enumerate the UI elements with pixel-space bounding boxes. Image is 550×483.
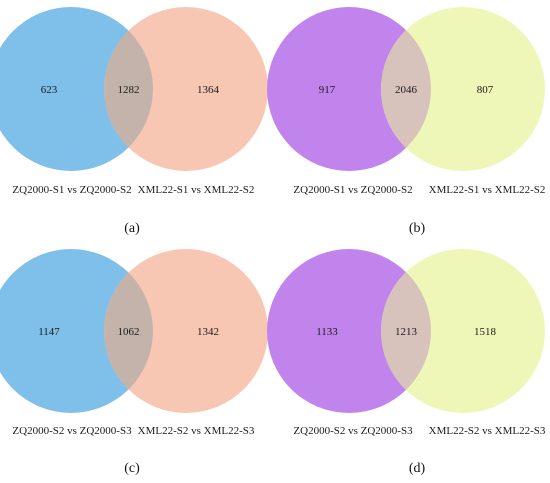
left-set-label: ZQ2000-S1 vs ZQ2000-S2 [12,184,131,196]
right-set-circle [381,7,545,171]
overlap-count: 1062 [118,326,140,338]
left-only-count: 1147 [38,326,60,338]
overlap-count: 2046 [395,84,418,96]
right-set-circle [104,249,268,413]
venn-panel-a: 623 1282 1364 ZQ2000-S1 vs ZQ2000-S2 XML22-S… [0,7,268,236]
panel-label: (c) [124,461,140,476]
right-set-label: XML22-S1 vs XML22-S2 [429,184,546,196]
overlap-count: 1282 [118,84,140,96]
left-only-count: 917 [319,84,336,96]
right-only-count: 1364 [197,84,220,96]
right-set-label: XML22-S2 vs XML22-S3 [138,425,255,437]
overlap-count: 1213 [395,326,418,338]
panel-label: (d) [409,461,426,476]
venn-panel-b: 917 2046 807 ZQ2000-S1 vs ZQ2000-S2 XML22-S1… [267,7,545,236]
left-set-circle [267,249,431,413]
right-set-label: XML22-S1 vs XML22-S2 [138,184,255,196]
venn-panel-d: 1133 1213 1518 ZQ2000-S2 vs ZQ2000-S3 XML22-… [267,249,546,476]
right-only-count: 1342 [197,326,219,338]
left-set-label: ZQ2000-S2 vs ZQ2000-S3 [12,425,132,437]
right-set-label: XML22-S2 vs XML22-S3 [429,425,546,437]
right-set-circle [104,7,268,171]
right-only-count: 807 [477,84,494,96]
left-set-label: ZQ2000-S1 vs ZQ2000-S2 [293,184,412,196]
panel-label: (a) [124,221,140,236]
left-only-count: 1133 [316,326,338,338]
panel-label: (b) [409,221,426,236]
right-set-circle [381,249,545,413]
right-only-count: 1518 [474,326,497,338]
left-set-circle [0,7,153,171]
venn-panel-c: 1147 1062 1342 ZQ2000-S2 vs ZQ2000-S3 XML22-… [0,249,268,476]
left-only-count: 623 [41,84,58,96]
left-set-circle [0,249,153,413]
left-set-label: ZQ2000-S2 vs ZQ2000-S3 [293,425,413,437]
left-set-circle [267,7,431,171]
